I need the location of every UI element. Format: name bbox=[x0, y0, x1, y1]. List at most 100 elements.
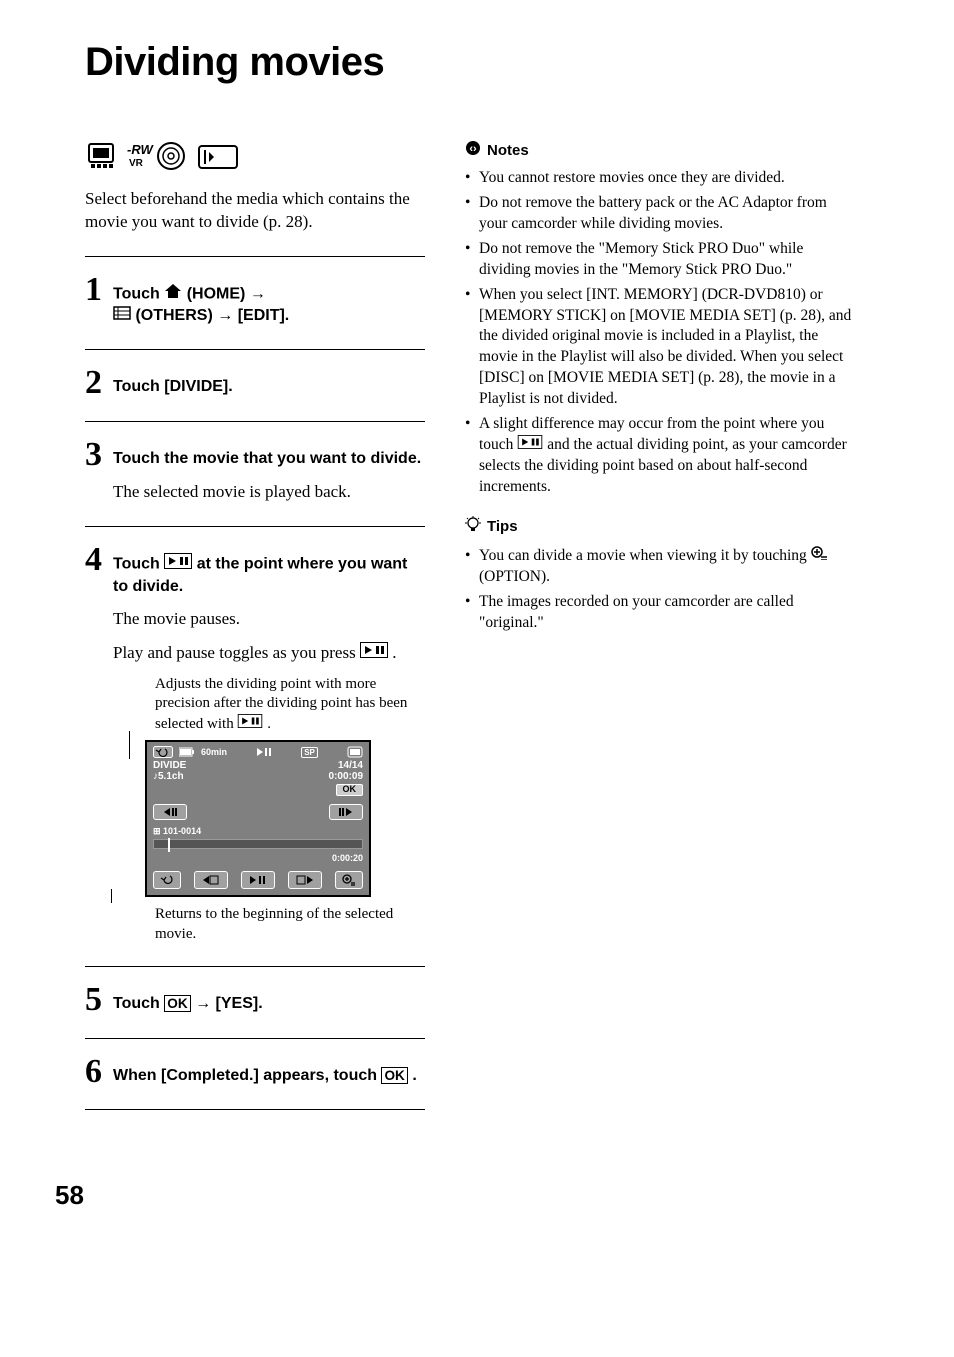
step-5-arrow: → bbox=[195, 995, 215, 1012]
memory-icon bbox=[347, 746, 363, 758]
note-item: When you select [INT. MEMORY] (DCR-DVD81… bbox=[465, 285, 855, 411]
play-pause-icon bbox=[360, 643, 392, 662]
option-icon bbox=[811, 546, 827, 567]
notes-header-text: Notes bbox=[487, 142, 529, 159]
notes-header: ‹› Notes bbox=[465, 140, 855, 160]
battery-icon bbox=[179, 747, 195, 757]
tips-icon bbox=[465, 516, 481, 538]
notes-list: You cannot restore movies once they are … bbox=[465, 168, 855, 498]
right-column: ‹› Notes You cannot restore movies once … bbox=[465, 140, 855, 1110]
ss-skip-row bbox=[147, 798, 369, 826]
elapsed-label: 0:00:09 bbox=[329, 771, 363, 782]
tip1-suffix: (OPTION). bbox=[479, 568, 550, 585]
note-item: A slight difference may occur from the p… bbox=[465, 414, 855, 498]
step-3-body: The selected movie is played back. bbox=[113, 480, 425, 504]
film-icon: ⊞ 101-0014 bbox=[153, 826, 201, 837]
frame-forward-button[interactable] bbox=[329, 804, 363, 820]
home-icon bbox=[164, 283, 182, 306]
step-4-number: 4 bbox=[85, 545, 107, 576]
step-1: 1 Touch (HOME) → (OTHERS) → [EDIT]. bbox=[85, 256, 425, 327]
step-6-heading: When [Completed.] appears, touch OK . bbox=[113, 1057, 425, 1087]
step-3-number: 3 bbox=[85, 440, 107, 471]
return-button[interactable] bbox=[153, 871, 181, 889]
play-pause-button[interactable] bbox=[241, 871, 275, 889]
channel-label: ♪5.1ch bbox=[153, 771, 186, 782]
step-5-yes: [YES]. bbox=[216, 995, 263, 1012]
annot-top-suffix: . bbox=[267, 716, 271, 732]
media-icons-row: -RW VR bbox=[85, 140, 425, 172]
step-6-prefix: When [Completed.] appears, touch bbox=[113, 1067, 381, 1084]
step-6-number: 6 bbox=[85, 1057, 107, 1088]
step-1-arrow2: → bbox=[217, 308, 237, 325]
sp-badge: SP bbox=[301, 747, 318, 758]
step-6-suffix: . bbox=[412, 1067, 416, 1084]
tip-item: The images recorded on your camcorder ar… bbox=[465, 592, 855, 634]
ss-play-pause-icon bbox=[256, 747, 272, 757]
battery-label: 60min bbox=[201, 747, 227, 757]
step-1-arrow1: → bbox=[250, 285, 266, 302]
play-pause-icon bbox=[164, 553, 192, 576]
others-icon bbox=[113, 305, 131, 327]
tips-header: Tips bbox=[465, 516, 855, 538]
svg-text:VR: VR bbox=[129, 158, 144, 169]
step-5-heading: Touch OK → [YES]. bbox=[113, 985, 425, 1015]
play-pause-icon bbox=[517, 435, 543, 456]
step-5: 5 Touch OK → [YES]. bbox=[85, 966, 425, 1016]
tip1-prefix: You can divide a movie when viewing it b… bbox=[479, 547, 811, 564]
step-3: 3 Touch the movie that you want to divid… bbox=[85, 421, 425, 504]
step-4: 4 Touch at the point where you want to d… bbox=[85, 526, 425, 944]
divide-label: DIVIDE bbox=[153, 760, 186, 771]
step-1-edit-label: [EDIT]. bbox=[238, 308, 290, 325]
step-1-others-label: (OTHERS) bbox=[135, 308, 212, 325]
ss-bottom-bar bbox=[147, 867, 369, 895]
annotation-bottom: Returns to the beginning of the selected… bbox=[155, 905, 425, 944]
step-1-heading: Touch (HOME) → (OTHERS) → [EDIT]. bbox=[113, 275, 425, 327]
intro-text: Select beforehand the media which contai… bbox=[85, 188, 425, 234]
step-1-prefix: Touch bbox=[113, 285, 164, 302]
step-5-prefix: Touch bbox=[113, 995, 164, 1012]
disc-rw-vr-icon: -RW VR bbox=[127, 140, 189, 172]
step-4-heading: Touch at the point where you want to div… bbox=[113, 545, 425, 597]
ss-info-row: DIVIDE ♪5.1ch 14/14 0:00:09 OK bbox=[147, 760, 369, 798]
divide-screen-mock: 60min SP DIVIDE ♪5.1ch bbox=[145, 740, 371, 897]
step-2: 2 Touch [DIVIDE]. bbox=[85, 349, 425, 399]
tips-header-text: Tips bbox=[487, 518, 518, 535]
svg-text:‹›: ‹› bbox=[469, 143, 477, 155]
step-4-body2-suffix: . bbox=[392, 643, 396, 662]
step-3-heading: Touch the movie that you want to divide. bbox=[113, 440, 425, 470]
left-column: -RW VR Select beforehand the media which… bbox=[85, 140, 425, 1110]
ss-filestrip: ⊞ 101-0014 bbox=[147, 826, 369, 851]
next-button[interactable] bbox=[288, 871, 322, 889]
memory-stick-icon bbox=[195, 140, 241, 172]
ss-top-bar: 60min SP bbox=[147, 742, 369, 760]
annot-bottom-text: Returns to the beginning of the selected… bbox=[155, 906, 393, 942]
annot-top-prefix: Adjusts the dividing point with more pre… bbox=[155, 676, 407, 732]
step-5-number: 5 bbox=[85, 985, 107, 1016]
tip-item: You can divide a movie when viewing it b… bbox=[465, 546, 855, 588]
step-4-head-prefix: Touch bbox=[113, 556, 164, 573]
ok-box-icon: OK bbox=[164, 995, 190, 1012]
ok-box-icon: OK bbox=[381, 1067, 407, 1084]
notes-icon: ‹› bbox=[465, 140, 481, 160]
step-1-number: 1 bbox=[85, 275, 107, 306]
total-time-label: 0:00:20 bbox=[147, 853, 363, 863]
play-pause-icon bbox=[237, 716, 267, 732]
step-1-home-label: (HOME) bbox=[187, 285, 246, 302]
note-item: You cannot restore movies once they are … bbox=[465, 168, 855, 189]
note-item: Do not remove the "Memory Stick PRO Duo"… bbox=[465, 239, 855, 281]
content-columns: -RW VR Select beforehand the media which… bbox=[85, 140, 894, 1110]
ok-button[interactable]: OK bbox=[336, 784, 364, 796]
counter-label: 14/14 bbox=[338, 760, 363, 771]
step-4-body: The movie pauses. Play and pause toggles… bbox=[113, 607, 425, 665]
step-4-body1: The movie pauses. bbox=[113, 607, 425, 631]
prev-button[interactable] bbox=[194, 871, 228, 889]
svg-text:-RW: -RW bbox=[127, 142, 154, 157]
step-6: 6 When [Completed.] appears, touch OK . bbox=[85, 1038, 425, 1088]
step-4-body2: Play and pause toggles as you press . bbox=[113, 641, 425, 665]
internal-memory-icon bbox=[85, 140, 121, 172]
return-icon bbox=[153, 746, 173, 758]
progress-strip bbox=[153, 839, 363, 849]
annotation-top: Adjusts the dividing point with more pre… bbox=[155, 675, 425, 735]
frame-back-button[interactable] bbox=[153, 804, 187, 820]
option-button[interactable] bbox=[335, 871, 363, 889]
